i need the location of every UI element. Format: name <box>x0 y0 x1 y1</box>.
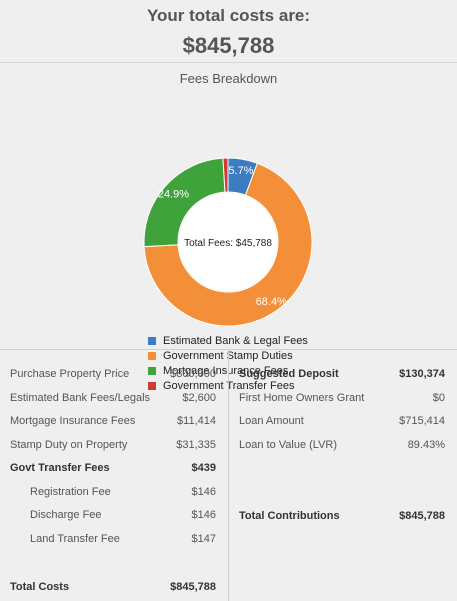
row-label: Land Transfer Fee <box>30 533 120 545</box>
legend-label: Mortgage Insurance Fees <box>163 364 289 377</box>
row-label: Estimated Bank Fees/Legals <box>10 392 151 404</box>
contribution-row: First Home Owners Grant $0 <box>239 389 445 407</box>
row-value: $845,788 <box>170 581 216 593</box>
cost-row: Total Costs $845,788 <box>10 578 216 596</box>
legend-swatch <box>148 366 156 375</box>
cost-row: Discharge Fee $146 <box>10 506 216 524</box>
row-label: Mortgage Insurance Fees <box>10 415 136 427</box>
chart-legend: Estimated Bank & Legal Fees Government St… <box>148 333 308 393</box>
row-label: Discharge Fee <box>30 509 102 521</box>
slice-percent-label: 5.7% <box>228 165 253 177</box>
donut-chart: 5.7% 68.4% 24.9% Total Fees: $45,788 <box>143 157 313 327</box>
total-costs-heading: Your total costs are: <box>146 6 311 25</box>
legend-swatch <box>148 381 156 390</box>
cost-row: Estimated Bank Fees/Legals $2,600 <box>10 389 216 407</box>
row-label: Loan to Value (LVR) <box>239 439 338 451</box>
contribution-row: Total Contributions $845,788 <box>239 507 445 525</box>
donut-hole <box>179 193 277 291</box>
cost-row: Land Transfer Fee $147 <box>10 530 216 548</box>
total-costs-header: Your total costs are: $845,788 <box>0 0 457 63</box>
legend-label: Estimated Bank & Legal Fees <box>163 334 308 347</box>
row-value: $800,000 <box>170 368 216 380</box>
donut-slice-1[interactable] <box>143 162 313 327</box>
row-label: Total Costs <box>10 581 70 593</box>
donut-center-label: Total Fees: $45,788 <box>184 238 272 249</box>
slice-percent-label: 24.9% <box>158 188 189 200</box>
row-label: Loan Amount <box>239 415 304 427</box>
row-label: First Home Owners Grant <box>239 392 365 404</box>
contribution-row: Suggested Deposit $130,374 <box>239 365 445 383</box>
cost-tables: Purchase Property Price $800,000 Estimated… <box>0 350 457 601</box>
legend-label: Government Stamp Duties <box>163 349 293 362</box>
row-label: Purchase Property Price <box>10 368 130 380</box>
row-value: $845,788 <box>399 510 445 522</box>
contribution-row: Loan Amount $715,414 <box>239 412 445 430</box>
row-value: $147 <box>191 533 216 545</box>
cost-row: Registration Fee $146 <box>10 483 216 501</box>
chart-title: Fees Breakdown <box>179 71 278 86</box>
row-value: $11,414 <box>177 415 216 427</box>
row-value: $146 <box>191 486 216 498</box>
cost-row: Stamp Duty on Property $31,335 <box>10 436 216 454</box>
row-label: Registration Fee <box>30 486 111 498</box>
row-value: $439 <box>191 462 216 474</box>
row-value: $2,600 <box>182 392 216 404</box>
row-value: 89.43% <box>407 439 445 451</box>
contributions-table: Suggested Deposit $130,374 First Home Owne… <box>229 350 457 601</box>
fees-breakdown-chart: Fees Breakdown 5.7% 68.4% 24.9% Total Fees:… <box>0 63 457 392</box>
slice-percent-label: 68.4% <box>256 296 287 308</box>
cost-row: Mortgage Insurance Fees $11,414 <box>10 412 216 430</box>
row-value: $0 <box>432 392 445 404</box>
row-label: Suggested Deposit <box>239 368 339 380</box>
donut-slice-3[interactable] <box>222 157 229 193</box>
row-value: $31,335 <box>176 439 216 451</box>
contribution-row: Loan to Value (LVR) 89.43% <box>239 436 445 454</box>
legend-item[interactable]: Mortgage Insurance Fees <box>148 363 308 378</box>
legend-swatch <box>148 351 156 360</box>
legend-item[interactable]: Estimated Bank & Legal Fees <box>148 333 308 348</box>
cost-row: Purchase Property Price $800,000 <box>10 365 216 383</box>
row-value: $130,374 <box>399 368 445 380</box>
total-costs-amount: $845,788 <box>182 33 275 58</box>
row-value: $146 <box>191 509 216 521</box>
row-label: Total Contributions <box>239 510 340 522</box>
legend-item[interactable]: Government Stamp Duties <box>148 348 308 363</box>
row-label: Govt Transfer Fees <box>10 462 110 474</box>
cost-row: Govt Transfer Fees $439 <box>10 459 216 477</box>
row-label: Stamp Duty on Property <box>10 439 128 451</box>
row-value: $715,414 <box>399 415 445 427</box>
costs-table: Purchase Property Price $800,000 Estimated… <box>0 350 229 601</box>
legend-swatch <box>148 336 156 345</box>
